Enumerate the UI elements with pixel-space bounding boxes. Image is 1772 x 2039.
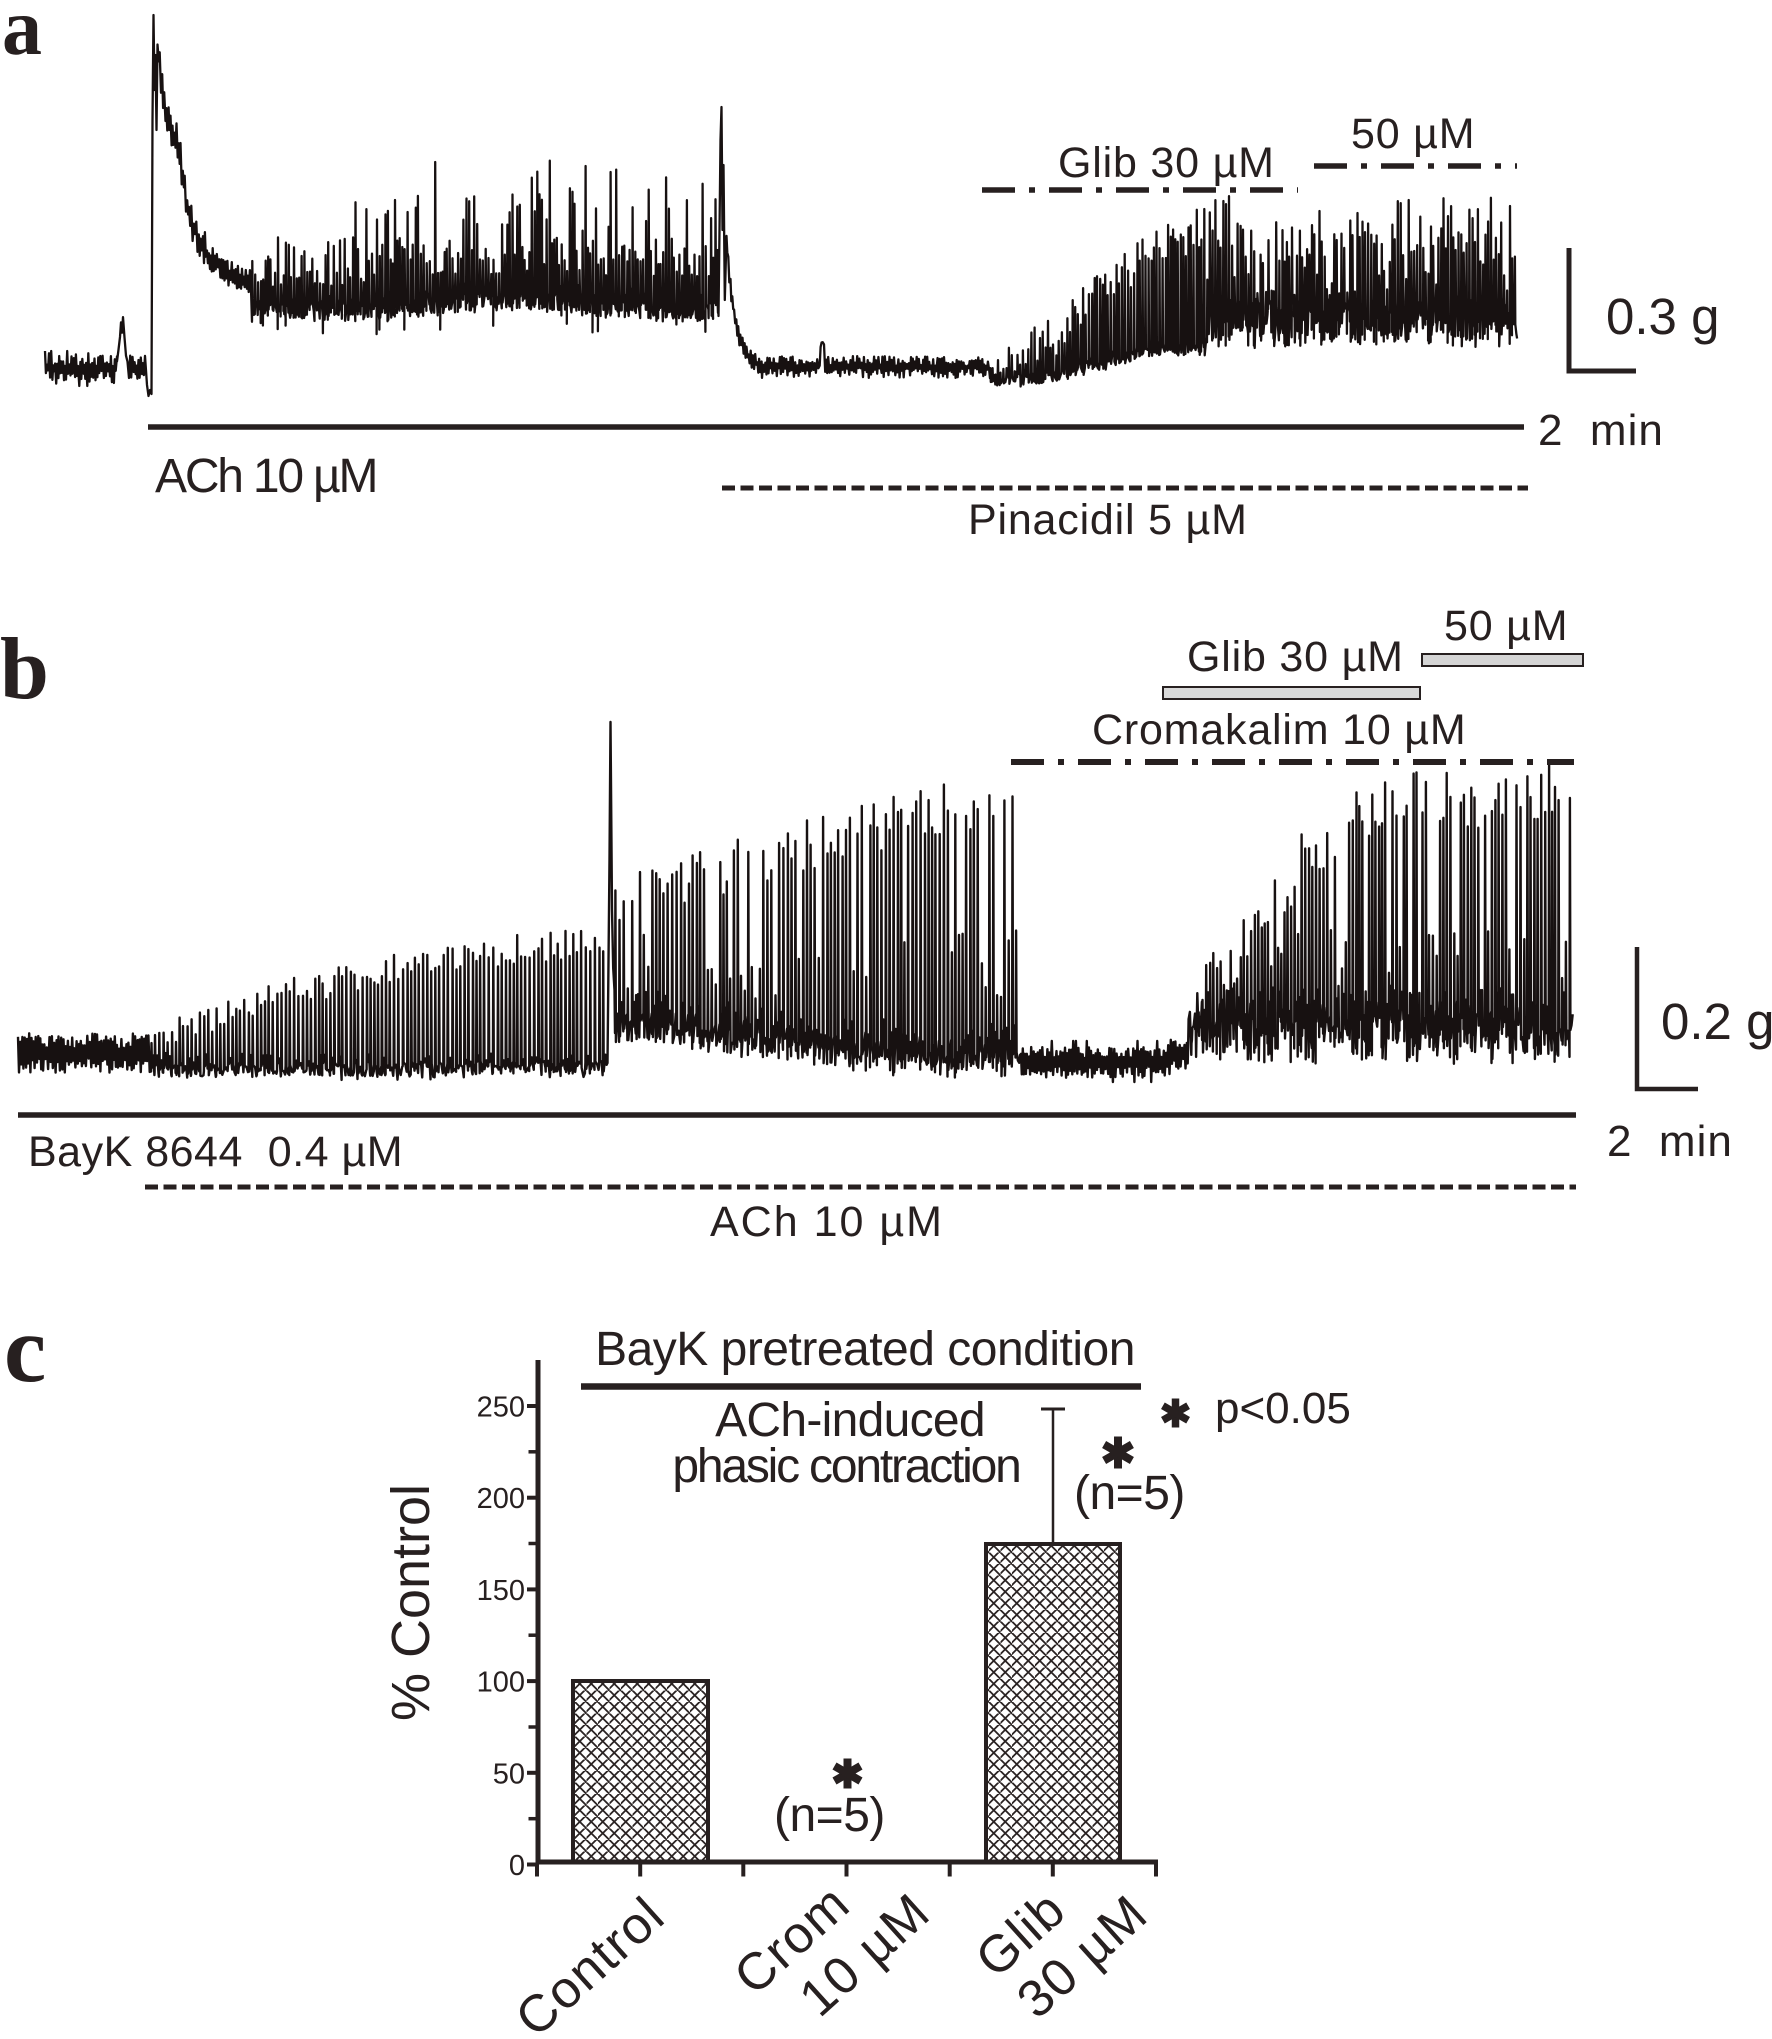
svg-text:(n=5): (n=5): [774, 1789, 885, 1842]
svg-text:100: 100: [477, 1667, 525, 1699]
svg-text:Glib 30 µM: Glib 30 µM: [1058, 139, 1275, 187]
svg-text:150: 150: [477, 1575, 525, 1607]
svg-text:c: c: [4, 1296, 46, 1402]
svg-text:BayK pretreated condition: BayK pretreated condition: [595, 1323, 1135, 1376]
svg-text:2 min: 2 min: [1607, 1117, 1733, 1166]
svg-text:0.3 g: 0.3 g: [1606, 288, 1719, 345]
svg-text:Cromakalim 10 µM: Cromakalim 10 µM: [1092, 706, 1466, 754]
svg-text:ACh 10 µM: ACh 10 µM: [155, 450, 376, 503]
svg-text:(n=5): (n=5): [1074, 1467, 1185, 1520]
svg-text:Glib 30 µM: Glib 30 µM: [1187, 633, 1404, 681]
svg-text:BayK 8644 0.4 µM: BayK 8644 0.4 µM: [28, 1128, 403, 1176]
svg-text:50: 50: [493, 1758, 525, 1790]
svg-text:0.2 g: 0.2 g: [1661, 993, 1772, 1050]
svg-text:ACh 10 µM: ACh 10 µM: [710, 1198, 944, 1246]
svg-text:phasic contraction: phasic contraction: [672, 1440, 1019, 1493]
svg-text:a: a: [2, 0, 42, 72]
svg-text:b: b: [0, 621, 49, 718]
svg-text:% Control: % Control: [381, 1484, 441, 1721]
svg-text:250: 250: [477, 1392, 525, 1424]
svg-text:2 min: 2 min: [1538, 406, 1664, 455]
svg-text:50 µM: 50 µM: [1351, 110, 1475, 158]
svg-text:200: 200: [477, 1483, 525, 1515]
svg-text:Pinacidil 5 µM: Pinacidil 5 µM: [968, 496, 1248, 544]
svg-text:50 µM: 50 µM: [1444, 602, 1568, 650]
svg-text:ACh-induced: ACh-induced: [715, 1394, 985, 1447]
svg-text:0: 0: [509, 1850, 525, 1882]
svg-text:p<0.05: p<0.05: [1215, 1384, 1351, 1433]
